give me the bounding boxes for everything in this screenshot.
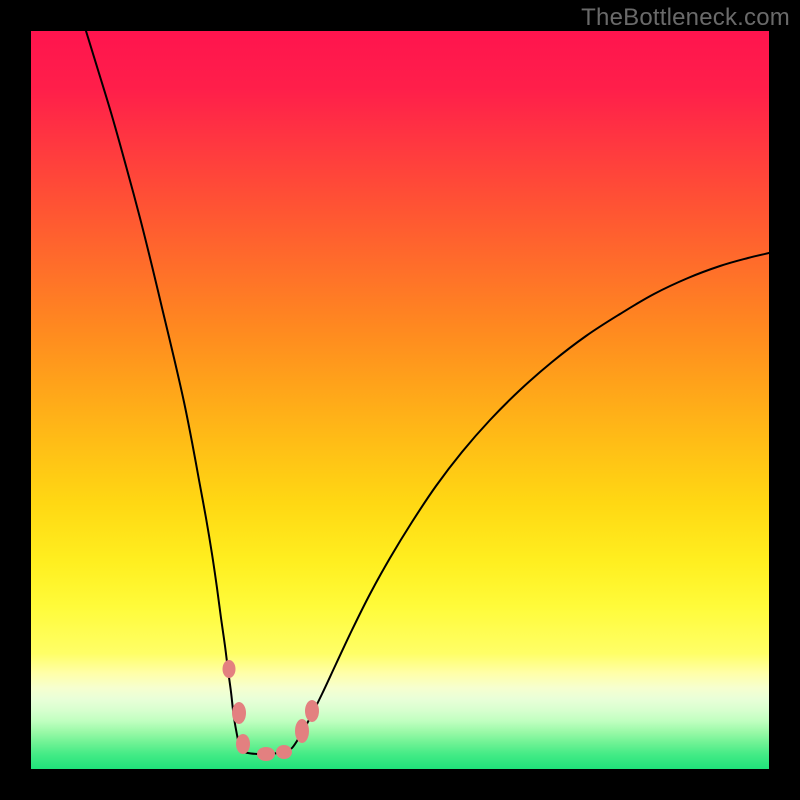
data-marker bbox=[232, 702, 246, 724]
watermark-text: TheBottleneck.com bbox=[581, 4, 790, 32]
chart-svg bbox=[0, 0, 800, 800]
chart-frame: TheBottleneck.com bbox=[0, 0, 800, 800]
data-marker bbox=[223, 660, 236, 678]
data-marker bbox=[305, 700, 319, 722]
data-marker bbox=[236, 734, 250, 754]
data-marker bbox=[257, 747, 275, 761]
data-marker bbox=[276, 745, 292, 759]
data-marker bbox=[295, 719, 309, 743]
